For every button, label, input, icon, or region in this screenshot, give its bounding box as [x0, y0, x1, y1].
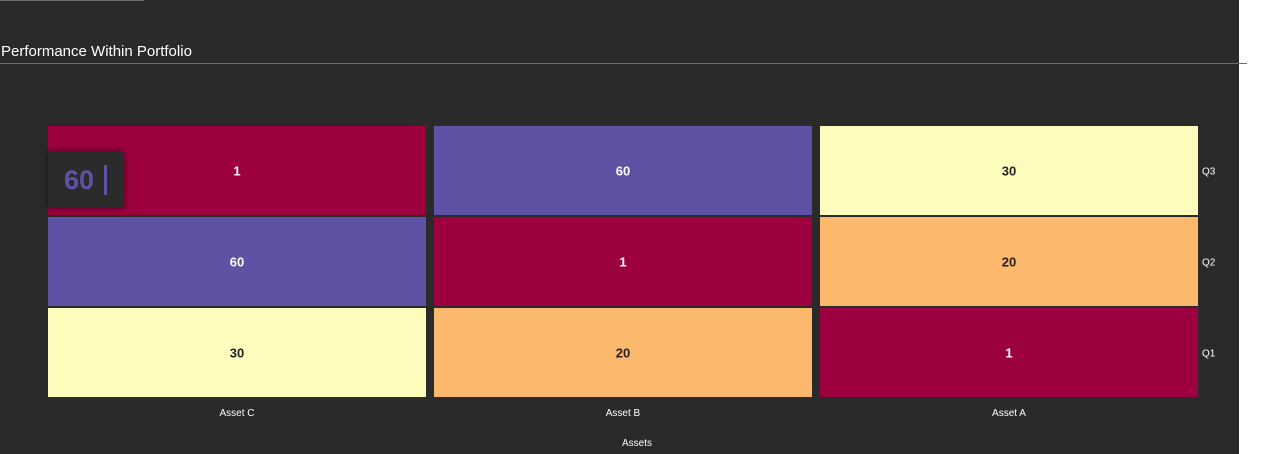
- cell-value-label: 30: [230, 346, 244, 361]
- cell-value-label: 20: [616, 346, 630, 361]
- x-tick-label: Asset B: [606, 408, 641, 419]
- heatmap-cell-asset-b-q1[interactable]: [434, 308, 812, 397]
- y-tick-label: Q1: [1202, 349, 1216, 360]
- cell-value-label: 60: [230, 255, 244, 270]
- x-axis-title: Assets: [622, 438, 652, 449]
- heatmap-cell-asset-b-q2[interactable]: [434, 217, 812, 306]
- y-tick-label: Q3: [1202, 167, 1216, 178]
- y-tick-label: Q2: [1202, 258, 1216, 269]
- cell-value-label: 1: [619, 255, 626, 270]
- cell-value-label: 30: [1002, 164, 1016, 179]
- tooltip-accent-bar: [104, 165, 107, 195]
- heatmap-cell-asset-b-q3[interactable]: [434, 126, 812, 215]
- tooltip-value: 60: [64, 165, 95, 195]
- cell-value-label: 60: [616, 164, 630, 179]
- cell-value-label: 20: [1002, 255, 1016, 270]
- chart-panel: Performance Within Portfolio 1 60 30 Q3 60 1 2…: [0, 0, 1247, 454]
- heatmap-chart: 1 60 30 Q3 60 1 20 Q2 30 20 1 Q1 Asset C Asset B Asset…: [48, 126, 1216, 449]
- heatmap-cell-asset-c-q2[interactable]: [48, 217, 426, 306]
- panel-title: Performance Within Portfolio: [1, 43, 192, 60]
- heatmap-cell-asset-a-q2[interactable]: [820, 217, 1198, 306]
- x-tick-label: Asset A: [992, 408, 1026, 419]
- x-tick-label: Asset C: [219, 408, 254, 419]
- cell-value-label: 1: [1005, 346, 1012, 361]
- value-tooltip: 60: [48, 151, 124, 208]
- top-divider: [0, 0, 144, 1]
- cell-value-label: 1: [233, 164, 240, 179]
- heatmap-cell-asset-a-q3[interactable]: [820, 126, 1198, 215]
- heatmap-cell-asset-a-q1[interactable]: [820, 308, 1198, 397]
- title-divider: [0, 63, 1247, 64]
- heatmap-cell-asset-c-q1[interactable]: [48, 308, 426, 397]
